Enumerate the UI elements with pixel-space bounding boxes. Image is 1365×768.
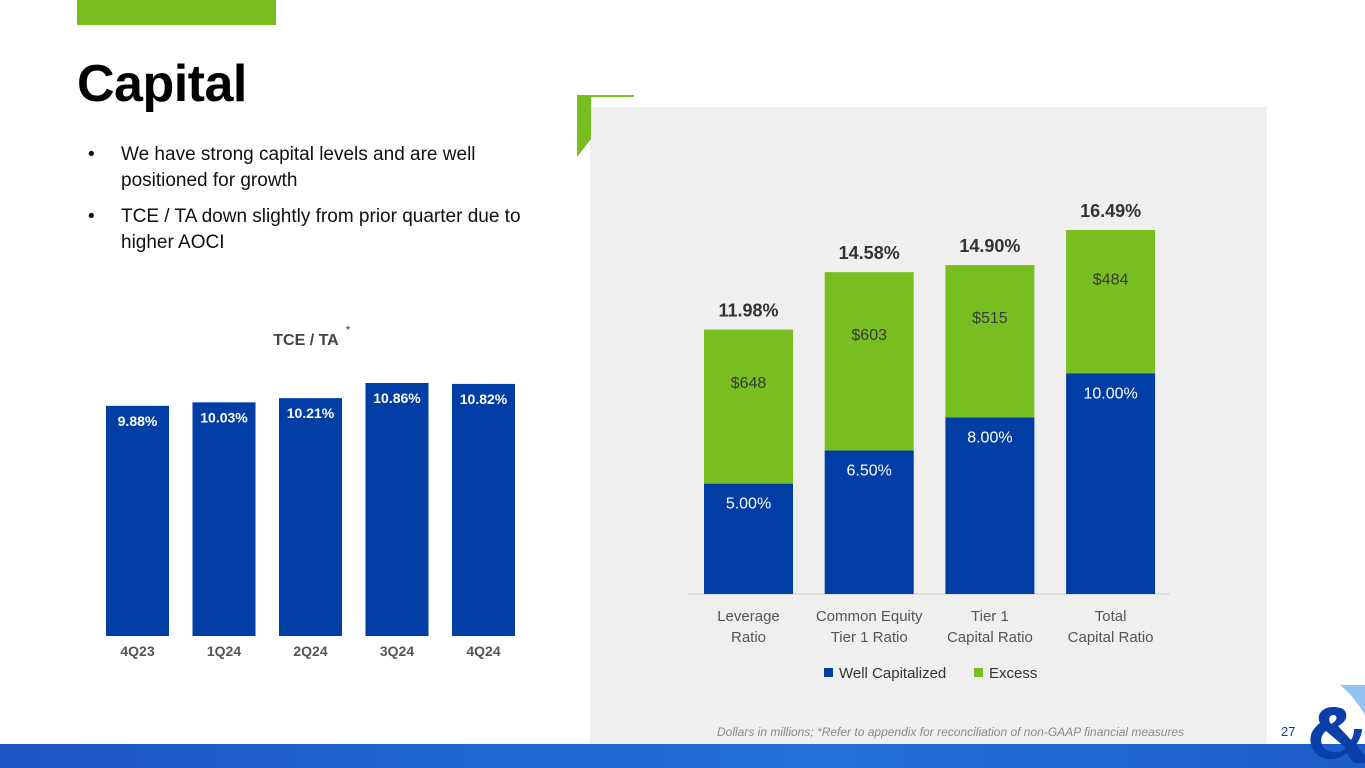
category-label: Total [1095, 608, 1127, 625]
excess-segment [1066, 230, 1156, 374]
excess-segment [704, 329, 793, 484]
tce-category-label: 2Q24 [293, 643, 327, 659]
excess-segment [945, 265, 1035, 418]
excess-label: $603 [851, 327, 887, 344]
tce-bar-1q24 [192, 402, 256, 636]
ampersand-logo [1310, 685, 1365, 763]
legend-label: Well Capitalized [839, 665, 946, 682]
excess-label: $648 [731, 375, 767, 392]
category-label: Common Equity [816, 608, 923, 625]
total-ratio-label: 14.58% [839, 243, 900, 263]
tce-value-label: 10.86% [373, 390, 421, 406]
total-ratio-label: 16.49% [1080, 201, 1141, 221]
excess-label: $484 [1093, 271, 1129, 288]
chart-title: TCE / TA [273, 332, 339, 349]
well-capitalized-segment [824, 450, 914, 594]
tce-category-label: 4Q23 [120, 643, 154, 659]
category-label: Tier 1 [971, 608, 1009, 625]
tce-category-label: 3Q24 [380, 643, 414, 659]
tce-bar-3q24 [365, 383, 429, 636]
footnote: Dollars in millions; *Refer to appendix … [717, 725, 1185, 739]
tce-value-label: 10.21% [287, 405, 335, 421]
tce-category-label: 4Q24 [466, 643, 500, 659]
excess-segment [824, 272, 914, 451]
tce-value-label: 10.82% [460, 391, 508, 407]
legend-label: Excess [989, 665, 1037, 682]
page-title: Capital [77, 55, 247, 113]
category-label: Capital Ratio [1068, 629, 1154, 646]
chart-title-marker: * [346, 323, 351, 337]
tce-value-label: 9.88% [118, 413, 158, 429]
category-label: Leverage [717, 608, 780, 625]
tce-bar-4q23 [106, 405, 169, 636]
bottom-band [0, 744, 1365, 768]
bullet-list: We have strong capital levels and are we… [88, 142, 528, 266]
bullet-item: We have strong capital levels and are we… [88, 142, 528, 194]
category-label: Ratio [731, 629, 766, 646]
total-ratio-label: 11.98% [718, 301, 778, 321]
bullet-item: TCE / TA down slightly from prior quarte… [88, 204, 528, 256]
category-label: Tier 1 Ratio [831, 629, 908, 646]
corner-accent [577, 95, 634, 157]
well-capitalized-label: 5.00% [726, 496, 771, 513]
legend-swatch [974, 668, 983, 677]
tce-category-label: 1Q24 [207, 643, 241, 659]
well-capitalized-label: 8.00% [967, 429, 1012, 446]
well-capitalized-label: 6.50% [847, 463, 892, 480]
well-capitalized-label: 10.00% [1083, 385, 1137, 402]
excess-label: $515 [972, 310, 1008, 327]
well-capitalized-segment [704, 483, 793, 594]
well-capitalized-segment [1066, 373, 1156, 594]
legend-swatch [824, 668, 833, 677]
page-number: 27 [1281, 724, 1296, 739]
total-ratio-label: 14.90% [959, 236, 1020, 256]
tce-bar-4q24 [452, 383, 515, 636]
tce-value-label: 10.03% [200, 409, 248, 425]
top-accent-bar [77, 0, 276, 25]
category-label: Capital Ratio [947, 629, 1033, 646]
well-capitalized-segment [945, 417, 1035, 594]
tce-bar-2q24 [279, 398, 342, 636]
